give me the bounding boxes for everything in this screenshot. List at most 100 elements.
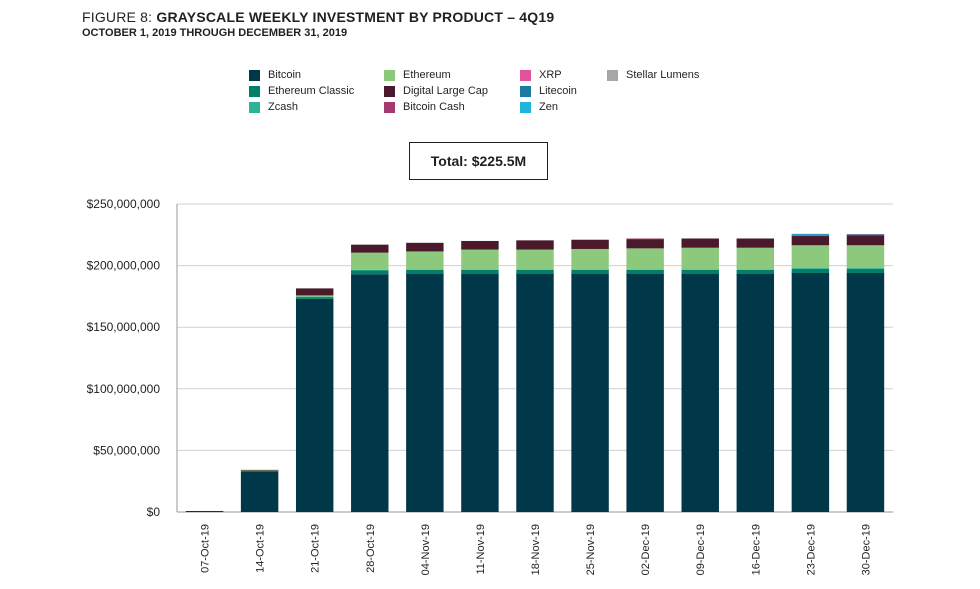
x-tick-label: 30-Dec-19 [860, 524, 872, 575]
y-tick-label: $200,000,000 [87, 259, 161, 273]
x-tick-label: 02-Dec-19 [640, 524, 652, 575]
bar-segment [351, 269, 389, 271]
legend-label: Litecoin [539, 85, 577, 97]
bar-segment [516, 249, 554, 270]
x-tick-label: 25-Nov-19 [585, 524, 597, 575]
bar-segment [791, 233, 830, 235]
bar-segment [736, 269, 775, 270]
bar-segment [240, 469, 279, 471]
bar-segment [791, 236, 830, 246]
legend-item: Bitcoin Cash [384, 101, 465, 113]
bar-segment [736, 247, 775, 270]
bar-segment [461, 249, 499, 270]
bar-segment [736, 273, 775, 512]
bar-segment [351, 274, 389, 512]
bar-segment [295, 295, 334, 297]
bar-segment [516, 269, 554, 274]
legend-swatch [249, 101, 260, 113]
bar-segment [571, 269, 609, 274]
bar-segment [846, 234, 885, 236]
y-tick-label: $150,000,000 [87, 320, 161, 334]
bar-segment [185, 511, 224, 512]
bar-segment [791, 234, 830, 236]
bar-segment [846, 268, 885, 269]
bar-segment [626, 273, 664, 512]
bar-segment [626, 248, 664, 270]
legend-label: Zcash [268, 101, 298, 113]
x-tick-label: 11-Nov-19 [475, 524, 487, 575]
x-tick-label: 23-Dec-19 [805, 524, 817, 575]
x-tick-label: 16-Dec-19 [750, 524, 762, 575]
bar-segment [791, 268, 830, 269]
x-tick-label: 21-Oct-19 [310, 524, 322, 573]
total-callout: Total: $225.5M [409, 142, 548, 180]
bar-segment [791, 245, 830, 269]
legend-swatch [520, 101, 531, 113]
legend-label: Digital Large Cap [403, 85, 488, 97]
bar-segment [626, 269, 664, 274]
bar-segment [406, 242, 444, 252]
legend-swatch [520, 69, 531, 81]
legend-item: Zcash [249, 101, 298, 113]
x-tick-label: 14-Oct-19 [255, 524, 267, 573]
bar-segment [791, 272, 830, 512]
bar-segment [516, 273, 554, 512]
x-tick-label: 09-Dec-19 [695, 524, 707, 575]
bar-segment [736, 238, 775, 248]
bar-segment [846, 245, 885, 269]
bar-segment [461, 269, 499, 270]
legend-item: Litecoin [520, 85, 577, 97]
legend-item: Ethereum [384, 69, 451, 81]
bar-segment [626, 269, 664, 270]
y-tick-label: $50,000,000 [93, 443, 160, 457]
bar-segment [351, 252, 389, 270]
bar-segment [681, 273, 719, 512]
legend-label: Ethereum Classic [268, 85, 355, 97]
legend-swatch [249, 85, 260, 97]
bar-segment [846, 234, 885, 235]
y-tick-label: $0 [147, 505, 161, 519]
legend-label: Ethereum [403, 69, 451, 81]
legend-swatch [520, 85, 531, 97]
x-tick-label: 07-Oct-19 [200, 524, 212, 573]
bar-segment [185, 511, 224, 512]
bar-segment [351, 270, 389, 275]
legend-label: Bitcoin Cash [403, 101, 465, 113]
legend-label: Zen [539, 101, 558, 113]
x-tick-label: 28-Oct-19 [365, 524, 377, 573]
bar-segment [406, 269, 444, 270]
legend-label: XRP [539, 69, 562, 81]
legend-swatch [249, 69, 260, 81]
bar-segment [571, 273, 609, 512]
bar-segment [295, 298, 334, 512]
bar-segment [626, 239, 664, 249]
figure-number: FIGURE 8: [82, 9, 153, 25]
bar-segment [681, 247, 719, 270]
bar-segment [791, 235, 830, 237]
legend-item: Stellar Lumens [607, 69, 699, 81]
x-tick-label: 18-Nov-19 [530, 524, 542, 575]
bar-segment [681, 269, 719, 274]
figure-title-main: GRAYSCALE WEEKLY INVESTMENT BY PRODUCT –… [156, 9, 555, 25]
bar-segment [626, 238, 664, 240]
bar-segment [351, 244, 389, 253]
bar-segment [736, 269, 775, 274]
bar-segment [681, 269, 719, 270]
legend-item: XRP [520, 69, 562, 81]
y-tick-label: $100,000,000 [87, 382, 161, 396]
legend-swatch [384, 85, 395, 97]
bar-segment [461, 240, 499, 250]
bar-segment [571, 239, 609, 249]
bar-segment [516, 269, 554, 270]
bar-segment [846, 235, 885, 246]
y-tick-label: $250,000,000 [87, 197, 161, 211]
legend-item: Digital Large Cap [384, 85, 488, 97]
bar-segment [406, 273, 444, 512]
legend-item: Zen [520, 101, 558, 113]
figure-subtitle: OCTOBER 1, 2019 THROUGH DECEMBER 31, 201… [82, 27, 348, 39]
legend-swatch [384, 69, 395, 81]
legend-swatch [607, 69, 618, 81]
legend-swatch [384, 101, 395, 113]
bar-segment [295, 288, 334, 296]
